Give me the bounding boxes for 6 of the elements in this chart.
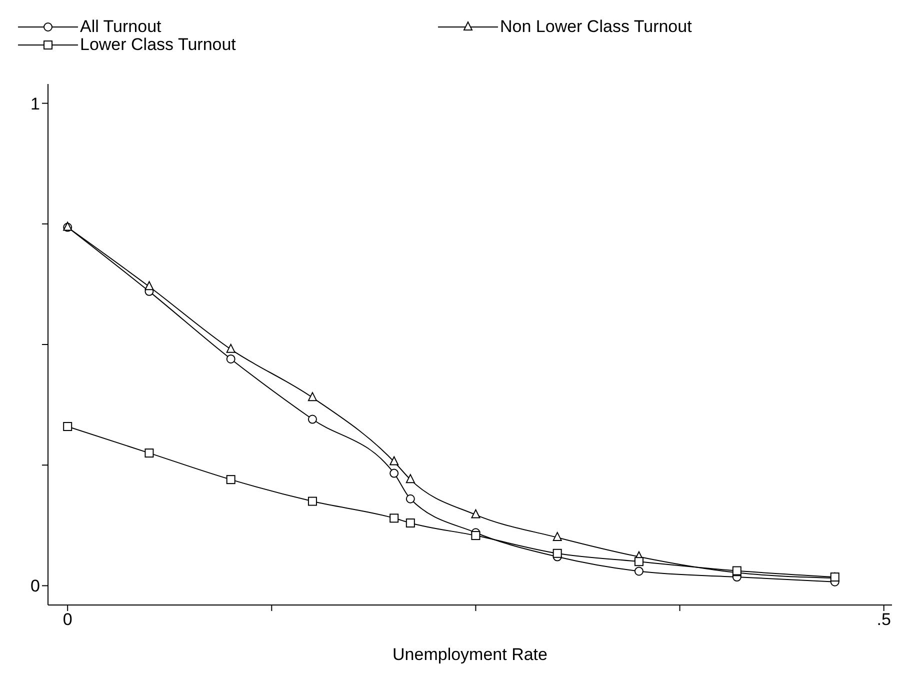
legend-label: Non Lower Class Turnout <box>500 17 692 36</box>
x-axis-title: Unemployment Rate <box>392 645 548 664</box>
x-tick-label: .5 <box>876 610 891 630</box>
y-tick-label: 1 <box>30 94 40 114</box>
legend-label: All Turnout <box>80 17 162 36</box>
legend-label: Lower Class Turnout <box>80 35 236 54</box>
